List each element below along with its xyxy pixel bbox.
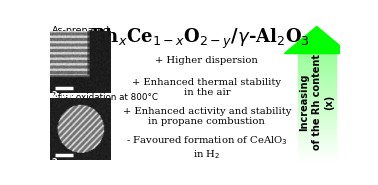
Polygon shape [298,156,336,158]
Text: - Favoured formation of CeAlO$_3$
in H$_2$: - Favoured formation of CeAlO$_3$ in H$_… [126,134,288,161]
Polygon shape [298,140,336,142]
Polygon shape [298,147,336,149]
Polygon shape [298,100,336,102]
Polygon shape [298,119,336,120]
Polygon shape [298,110,336,111]
Polygon shape [298,70,336,72]
Polygon shape [298,61,336,63]
Polygon shape [298,77,336,79]
Polygon shape [298,66,336,68]
Text: After oxidation at 800°C: After oxidation at 800°C [52,93,158,102]
Text: As-prepared: As-prepared [52,26,110,35]
Text: 2 nm: 2 nm [53,158,76,167]
Text: 2 nm: 2 nm [53,91,76,100]
Polygon shape [298,95,336,97]
Text: Rh$_x$Ce$_{1-x}$O$_{2-y}$/$\gamma$-Al$_2$O$_3$: Rh$_x$Ce$_{1-x}$O$_{2-y}$/$\gamma$-Al$_2… [90,26,310,51]
Text: + Higher dispersion: + Higher dispersion [155,56,258,65]
Polygon shape [298,146,336,147]
Polygon shape [298,113,336,115]
Polygon shape [298,127,336,129]
Polygon shape [298,102,336,104]
Polygon shape [298,55,336,57]
Polygon shape [298,126,336,127]
Polygon shape [298,104,336,106]
Polygon shape [298,57,336,59]
Polygon shape [298,68,336,70]
Polygon shape [298,90,336,91]
Polygon shape [298,117,336,119]
Polygon shape [298,133,336,135]
Polygon shape [298,137,336,138]
Polygon shape [298,63,336,64]
Polygon shape [298,142,336,144]
Polygon shape [298,135,336,137]
Polygon shape [298,81,336,82]
Polygon shape [298,122,336,124]
Polygon shape [298,124,336,126]
Polygon shape [298,84,336,86]
Polygon shape [298,131,336,133]
Polygon shape [298,144,336,146]
Polygon shape [298,160,336,162]
Polygon shape [298,64,336,66]
Polygon shape [298,115,336,117]
Polygon shape [298,111,336,113]
Polygon shape [298,155,336,156]
Polygon shape [298,72,336,73]
Polygon shape [298,149,336,151]
Polygon shape [298,88,336,90]
Polygon shape [298,82,336,84]
Polygon shape [298,53,336,55]
Polygon shape [298,106,336,108]
Polygon shape [298,91,336,93]
Polygon shape [298,158,336,160]
Polygon shape [298,97,336,99]
Polygon shape [298,59,336,61]
Polygon shape [298,108,336,110]
Polygon shape [284,26,349,53]
Text: + Enhanced activity and stability
in propane combustion: + Enhanced activity and stability in pro… [123,107,291,126]
Polygon shape [298,73,336,75]
Polygon shape [298,75,336,77]
Polygon shape [298,99,336,100]
Text: + Enhanced thermal stability
in the air: + Enhanced thermal stability in the air [132,78,281,97]
Polygon shape [298,129,336,131]
Polygon shape [298,153,336,155]
Polygon shape [298,120,336,122]
Text: Increasing
of the Rh content
(x): Increasing of the Rh content (x) [299,54,334,150]
Polygon shape [298,93,336,95]
Polygon shape [298,79,336,81]
Polygon shape [298,86,336,88]
Polygon shape [298,138,336,140]
Polygon shape [298,151,336,153]
